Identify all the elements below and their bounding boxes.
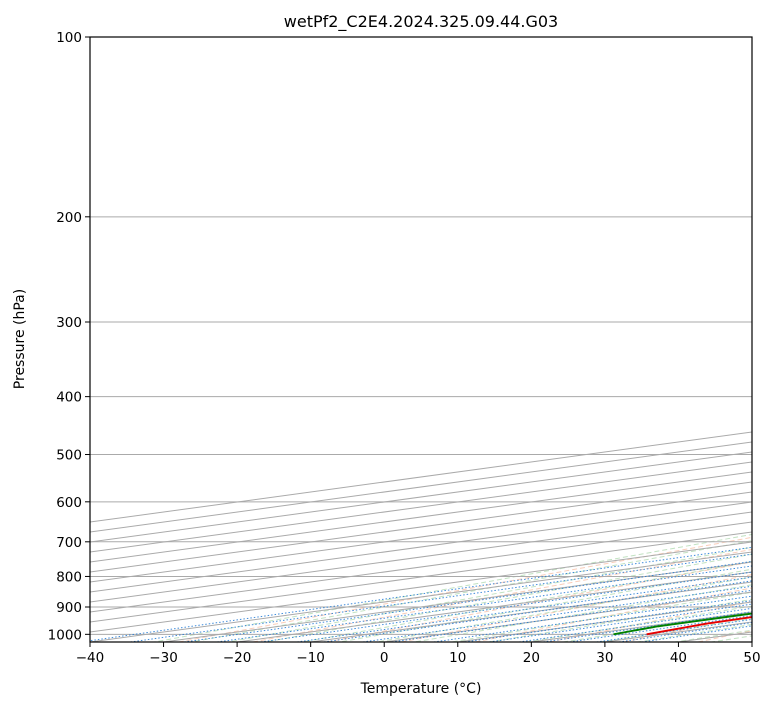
mixing-ratio-line [297, 576, 752, 642]
x-tick-label: −20 [223, 650, 252, 666]
mixing-ratio-line [90, 546, 752, 642]
isotherm [90, 451, 752, 543]
moist-adiabat [373, 576, 752, 642]
y-tick-label: 600 [56, 495, 82, 511]
x-tick-label: 20 [523, 650, 540, 666]
y-tick-label: 200 [56, 210, 82, 226]
chart-title: wetPf2_C2E4.2024.325.09.44.G03 [284, 12, 558, 32]
mixing-ratio-line [391, 589, 752, 642]
x-tick-label: 30 [596, 650, 613, 666]
y-axis-label: Pressure (hPa) [12, 289, 28, 389]
isotherm [90, 461, 752, 553]
y-tick-label: 900 [56, 600, 82, 616]
x-tick-label: −30 [149, 650, 178, 666]
y-tick-label: 700 [56, 535, 82, 551]
x-tick-label: −40 [76, 650, 105, 666]
isotherm [90, 531, 752, 623]
plot-frame [89, 36, 753, 643]
dry-adiabat [178, 536, 752, 642]
moist-adiabat [448, 591, 752, 642]
mixing-ratio-line [323, 580, 752, 642]
plot-area: 0.10.20.40.611.52346810131620253036-100-… [90, 37, 752, 642]
x-tick-label: 10 [449, 650, 466, 666]
y-tick-label: 300 [56, 315, 82, 331]
isotherm [90, 511, 752, 603]
isotherm [90, 521, 752, 613]
x-tick-label: 40 [670, 650, 687, 666]
y-tick-label: 500 [56, 448, 82, 464]
x-tick-label: 50 [743, 650, 760, 666]
isotherm [90, 501, 752, 593]
y-tick-label: 1000 [48, 627, 82, 643]
y-tick-label: 400 [56, 390, 82, 406]
background-lines [90, 37, 752, 642]
x-tick-label: 0 [380, 650, 389, 666]
mixing-ratio-line [362, 585, 752, 642]
x-tick-label: −10 [296, 650, 325, 666]
isotherm [90, 481, 752, 573]
isotherm [90, 491, 752, 583]
axes: −40 −30 −20 −10 0 10 20 30 40 50 1000 900 800 700 600 5… [48, 30, 761, 666]
y-tick-label: 100 [56, 30, 82, 46]
isotherm [90, 471, 752, 563]
y-tick-label: 800 [56, 569, 82, 585]
moist-adiabat [485, 598, 752, 642]
x-axis-label: Temperature (°C) [360, 681, 482, 697]
